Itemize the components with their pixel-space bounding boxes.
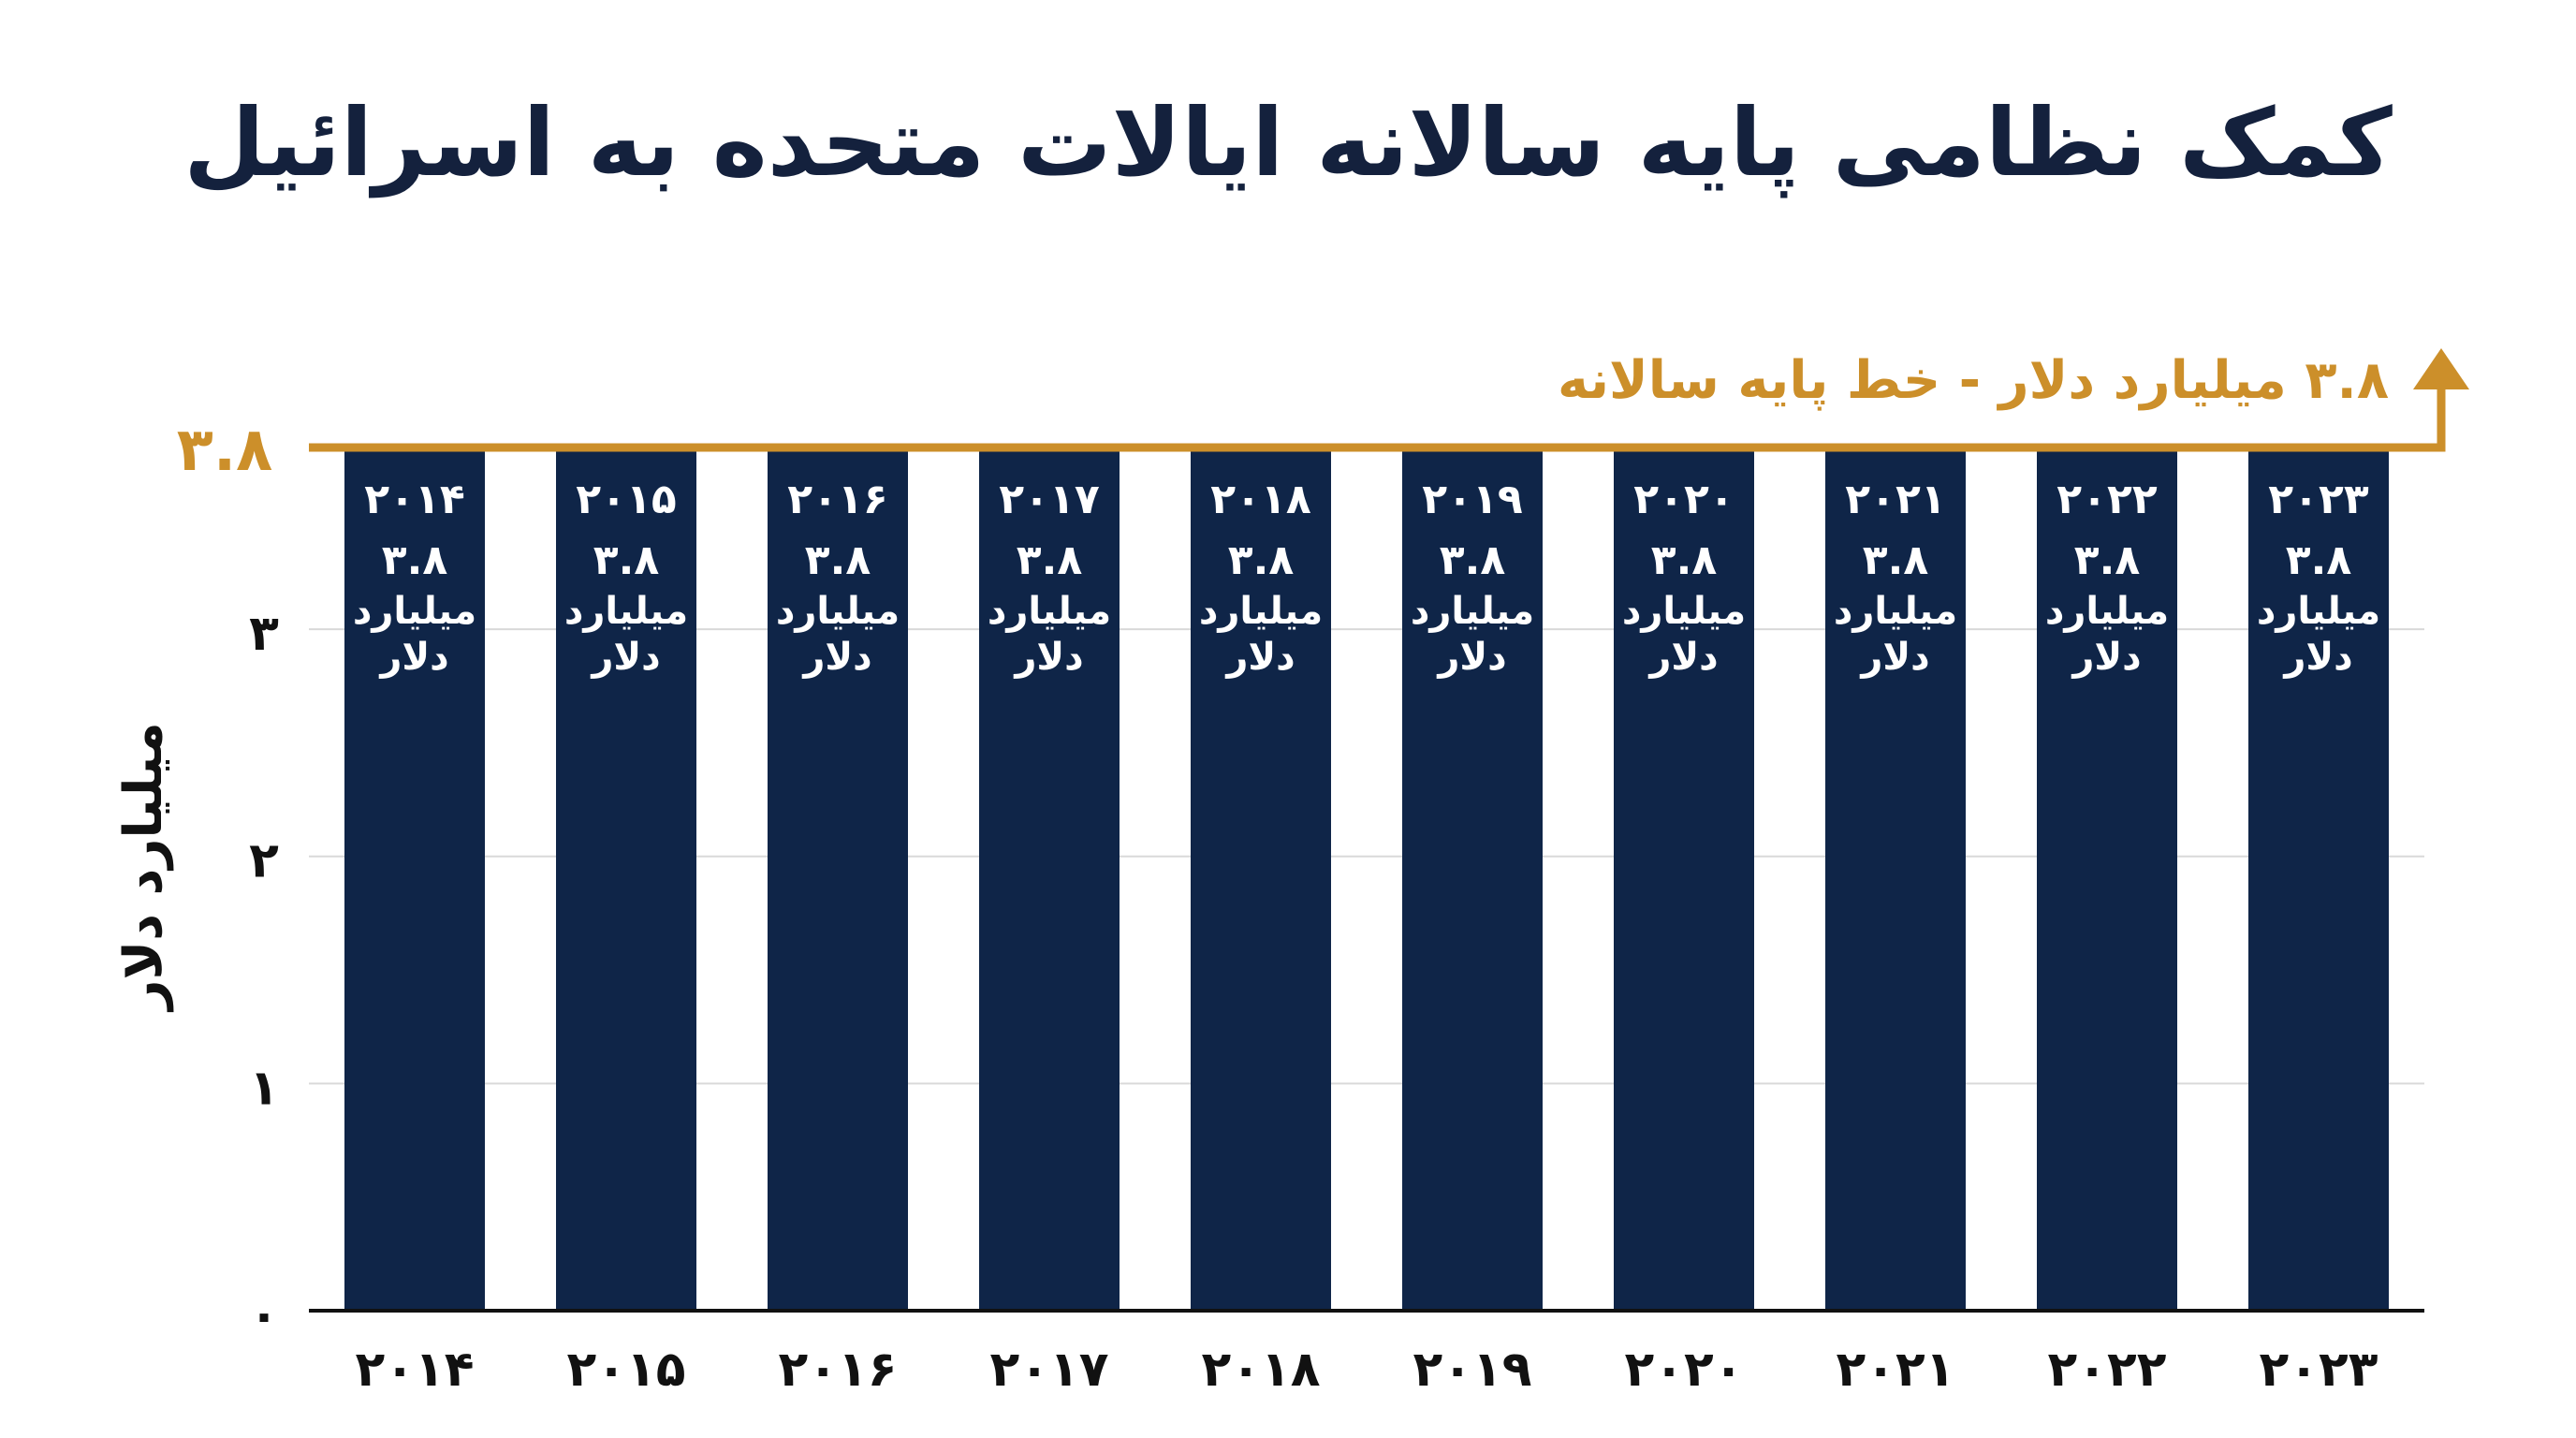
y-tick-label: ۲ (249, 833, 279, 889)
bar-year-label: ۲۰۱۴ (364, 476, 464, 523)
bar-year-label: ۲۰۲۰ (1633, 476, 1734, 523)
x-tick-label: ۲۰۱۹ (1413, 1342, 1532, 1398)
bar-value-label: ۳.۸ (1440, 536, 1506, 584)
bar-value-label: ۳.۸ (805, 536, 871, 584)
bar-unit-label: میلیارد (1411, 590, 1534, 633)
bar-value-label: ۳.۸ (1863, 536, 1929, 584)
bar-unit-label: دلار (2071, 636, 2141, 679)
bar-unit-label: میلیارد (988, 590, 1111, 633)
bar-unit-label: میلیارد (2257, 590, 2380, 633)
bar-unit-label: دلار (590, 636, 660, 679)
y-axis-title: میلیارد دلار (113, 722, 174, 1012)
bar-unit-label: دلار (1647, 636, 1718, 679)
reference-line-group: ۳.۸ ۳.۸ میلیارد دلار - خط پایه سالانه (177, 348, 2469, 485)
y-tick-label: ۱ (249, 1060, 279, 1116)
bar-unit-label: میلیارد (1834, 590, 1957, 633)
y-tick-label: ۳ (249, 606, 279, 662)
bar-unit-label: میلیارد (2045, 590, 2169, 633)
bar (1614, 448, 1754, 1311)
reference-line-label: ۳.۸ میلیارد دلار - خط پایه سالانه (1558, 350, 2389, 411)
bar-year-label: ۲۰۱۷ (999, 476, 1100, 523)
bars: ۲۰۱۴۳.۸میلیارددلار۲۰۱۵۳.۸میلیارددلار۲۰۱۶… (344, 448, 2389, 1311)
bar-unit-label: میلیارد (564, 590, 688, 633)
bar-unit-label: میلیارد (1199, 590, 1323, 633)
bar-year-label: ۲۰۱۶ (787, 476, 887, 523)
x-tick-label: ۲۰۲۱ (1837, 1342, 1955, 1398)
bar-value-label: ۳.۸ (593, 536, 660, 584)
chart-title: کمک نظامی پایه سالانه ایالات متحده به اس… (183, 88, 2393, 198)
bar (1191, 448, 1331, 1311)
x-tick-label: ۲۰۲۳ (2260, 1342, 2378, 1398)
bar-unit-label: میلیارد (1622, 590, 1746, 633)
bar-unit-label: میلیارد (776, 590, 900, 633)
reference-line (309, 378, 2446, 452)
bar-unit-label: دلار (2282, 636, 2352, 679)
bar (2248, 448, 2389, 1311)
bar-year-label: ۲۰۱۹ (1422, 476, 1522, 523)
bar-year-label: ۲۰۲۳ (2268, 476, 2369, 523)
bar-year-label: ۲۰۲۲ (2056, 476, 2158, 523)
bar-unit-label: دلار (1013, 636, 1083, 679)
bar-unit-label: دلار (378, 636, 448, 679)
bar (556, 448, 696, 1311)
reference-axis-label: ۳.۸ (177, 416, 272, 485)
arrow-up-icon (2413, 348, 2469, 389)
x-tick-label: ۲۰۱۵ (567, 1342, 686, 1398)
bar (2037, 448, 2177, 1311)
x-tick-label: ۲۰۱۴ (356, 1342, 475, 1398)
bar-year-label: ۲۰۱۵ (576, 476, 676, 523)
bar-year-label: ۲۰۲۱ (1845, 476, 1945, 523)
bar (768, 448, 908, 1311)
x-tick-label: ۲۰۱۷ (990, 1342, 1109, 1398)
bar-unit-label: دلار (1224, 636, 1295, 679)
bar-value-label: ۳.۸ (1017, 536, 1083, 584)
bar-value-label: ۳.۸ (382, 536, 448, 584)
bar-unit-label: دلار (1859, 636, 1929, 679)
bar-value-label: ۳.۸ (2286, 536, 2352, 584)
x-tick-label: ۲۰۱۸ (1202, 1342, 1321, 1398)
bar-value-label: ۳.۸ (1228, 536, 1295, 584)
bar-unit-label: دلار (1436, 636, 1506, 679)
bar (1825, 448, 1966, 1311)
axes: ۰ ۱ ۲ ۳ ۲۰۱۴ ۲۰۱۵ ۲۰۱۶ ۲۰۱۷ ۲۰۱۸ ۲۰۱۹ ۲۰۲۰ ۲۰۲۱ ۲۰۲۲… (249, 606, 2424, 1398)
bar (344, 448, 485, 1311)
bar-value-label: ۳.۸ (1651, 536, 1718, 584)
bar (979, 448, 1120, 1311)
bar-unit-label: میلیارد (353, 590, 476, 633)
bar-unit-label: دلار (801, 636, 871, 679)
y-tick-label: ۰ (249, 1287, 279, 1343)
bar-year-label: ۲۰۱۸ (1210, 476, 1311, 523)
bar (1402, 448, 1543, 1311)
x-tick-label: ۲۰۱۶ (779, 1342, 898, 1398)
bar-value-label: ۳.۸ (2074, 536, 2141, 584)
x-tick-label: ۲۰۲۲ (2048, 1342, 2167, 1398)
x-tick-label: ۲۰۲۰ (1625, 1342, 1744, 1398)
